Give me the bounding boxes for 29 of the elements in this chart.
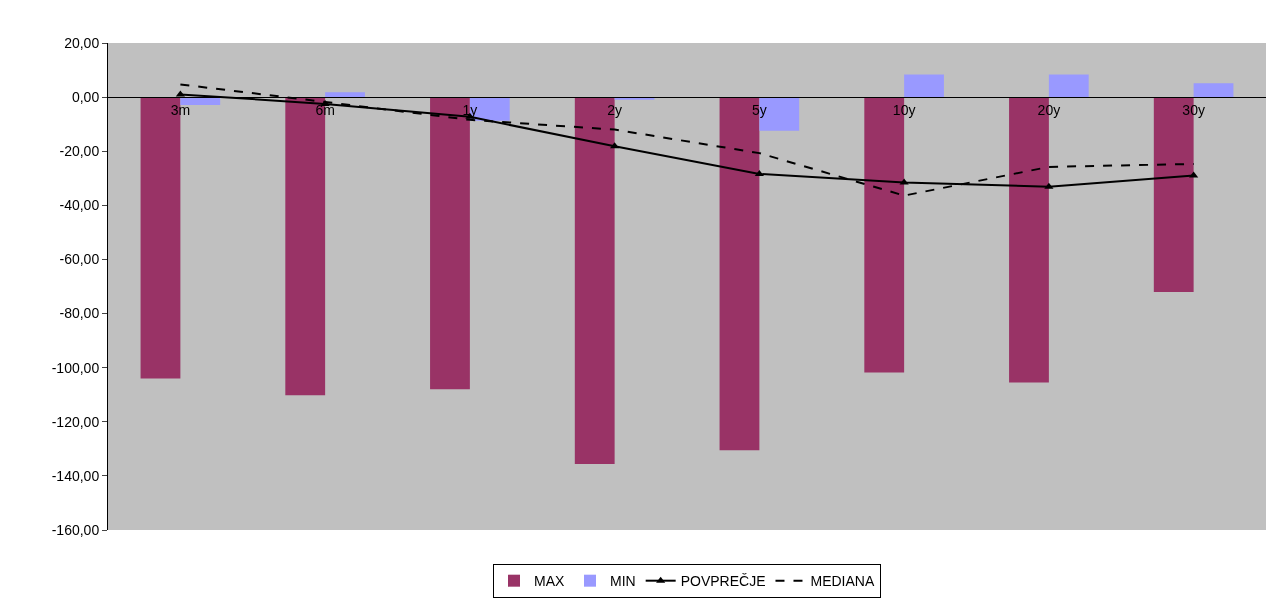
x-tick-label: 2y (607, 101, 623, 118)
y-tick-label: 0,00 (71, 89, 100, 106)
y-tick-label: -60,00 (59, 251, 100, 268)
bar (904, 74, 944, 98)
legend-label: MEDIANA (810, 573, 875, 590)
legend-label: MAX (534, 573, 565, 590)
legend-label: MIN (610, 573, 636, 590)
y-tick-label: -160,00 (51, 521, 100, 538)
y-tick-label: -20,00 (59, 143, 100, 160)
y-tick-label: -40,00 (59, 197, 100, 214)
x-tick-label: 30y (1182, 101, 1205, 118)
bar (325, 92, 365, 98)
y-tick-label: -80,00 (59, 305, 100, 322)
x-tick-label: 5y (751, 101, 767, 118)
bar (1193, 83, 1234, 98)
bar (1048, 74, 1089, 98)
bar (180, 97, 221, 105)
point (1189, 171, 1199, 178)
x-tick-label: 3m (170, 101, 191, 118)
x-tick-label: 6m (315, 101, 335, 118)
point (754, 169, 764, 176)
y-tick-label: -120,00 (51, 413, 100, 430)
y-tick-label: 20,00 (64, 34, 100, 51)
point (1044, 182, 1054, 189)
x-tick-label: 20y (1037, 101, 1061, 118)
point (899, 178, 909, 185)
y-tick-label: -100,00 (51, 359, 100, 376)
y-tick-label: -140,00 (51, 467, 100, 484)
legend-label: POVPREČJE (680, 573, 766, 590)
